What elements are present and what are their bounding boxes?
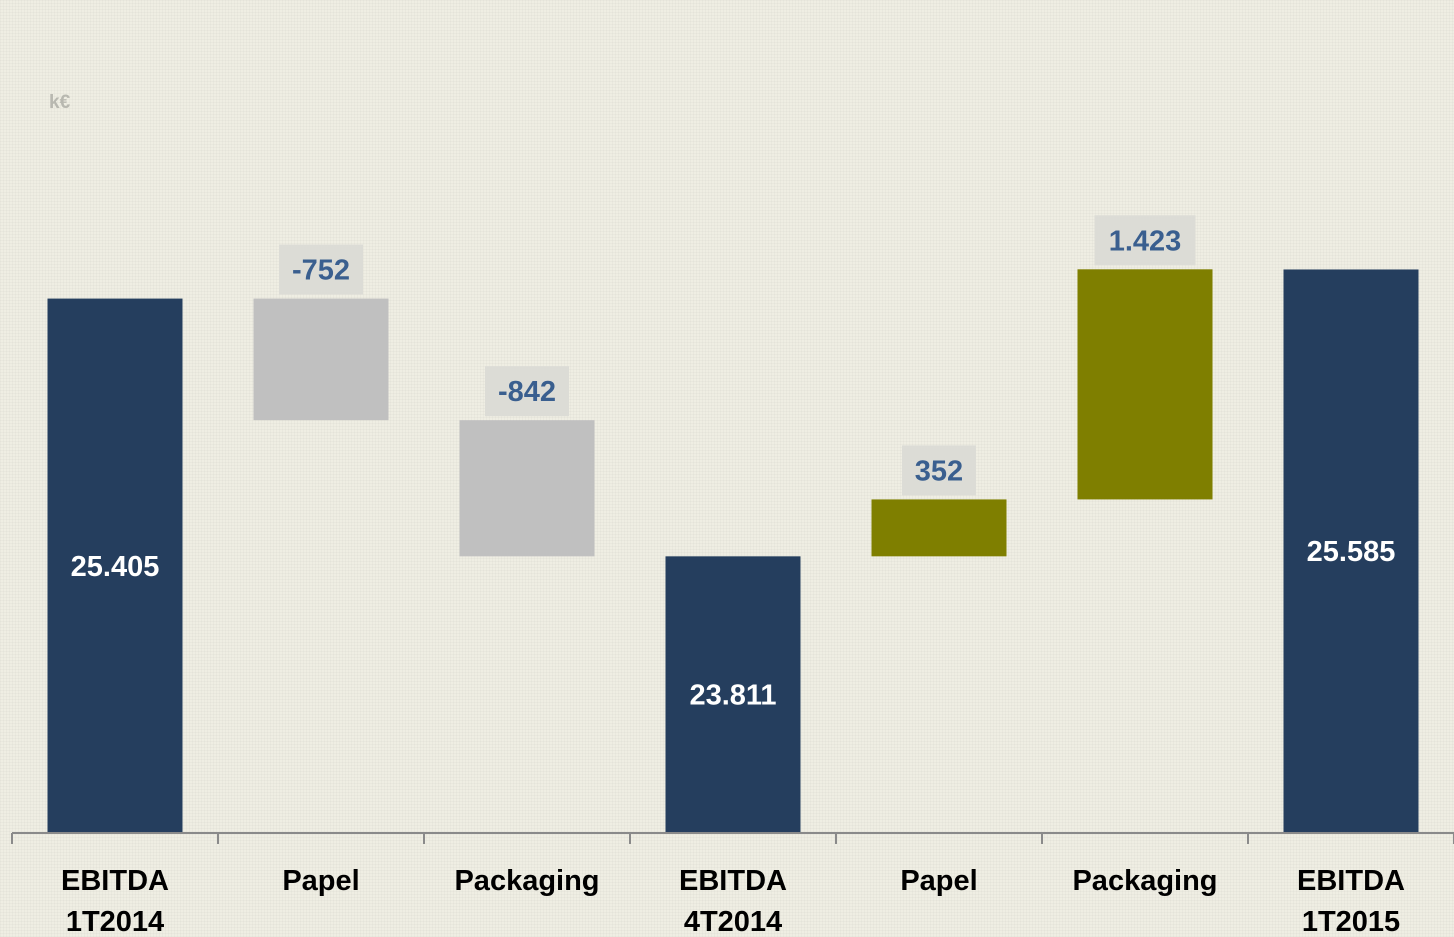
total-value-label: 25.585 — [1307, 536, 1396, 568]
delta-bar — [871, 499, 1007, 557]
total-bar — [47, 298, 183, 833]
category-label: Papel — [900, 865, 977, 897]
delta-value-label: 352 — [915, 455, 963, 487]
delta-value-label: -752 — [292, 255, 350, 287]
bars-layer — [47, 269, 1419, 833]
category-label: EBITDA — [1297, 865, 1405, 897]
delta-label-box — [1094, 215, 1196, 266]
delta-bar — [253, 298, 389, 421]
value-labels-layer: 25.405 -752 -842 23.811 352 1.423 25.585 — [71, 215, 1396, 712]
total-value-label: 25.405 — [71, 551, 160, 583]
x-axis — [11, 832, 1454, 844]
category-label: 1T2014 — [66, 906, 164, 937]
category-label: EBITDA — [679, 865, 787, 897]
delta-value-label: 1.423 — [1109, 225, 1182, 257]
delta-bar — [459, 420, 595, 557]
total-bar — [1283, 269, 1419, 833]
unit-label: k€ — [49, 92, 71, 113]
delta-bar — [1077, 269, 1213, 500]
delta-label-box — [902, 445, 976, 496]
category-label: EBITDA — [61, 865, 169, 897]
delta-value-label: -842 — [498, 376, 556, 408]
category-label: Packaging — [1072, 865, 1217, 897]
category-labels-layer: EBITDA 1T2014 Papel Packaging EBITDA 4T2014 Pa… — [61, 865, 1405, 937]
category-label: 4T2014 — [684, 906, 782, 937]
total-value-label: 23.811 — [689, 680, 776, 712]
delta-label-box — [485, 366, 569, 417]
category-label: 1T2015 — [1302, 906, 1400, 937]
total-bar — [665, 556, 801, 833]
category-label: Packaging — [454, 865, 599, 897]
category-label: Papel — [282, 865, 359, 897]
delta-label-box — [279, 244, 363, 295]
